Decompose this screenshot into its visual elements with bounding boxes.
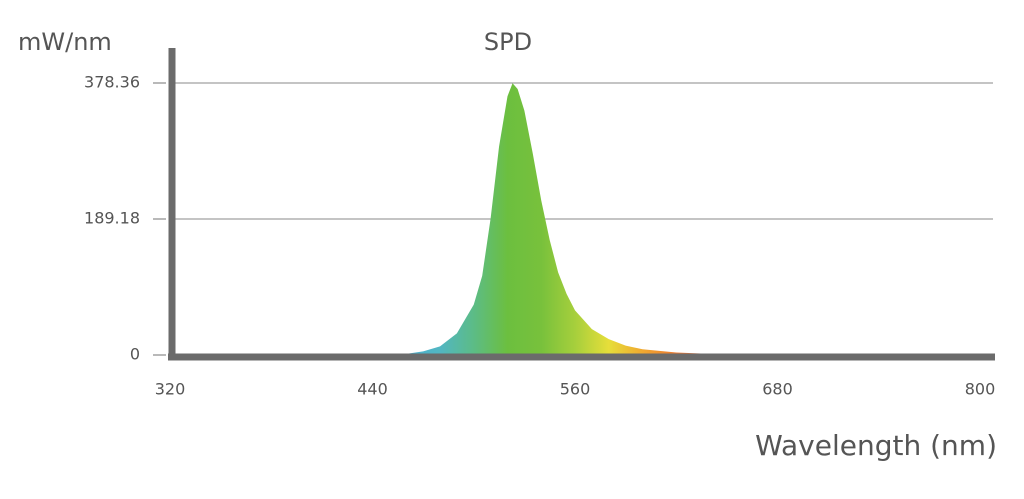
y-tick-label: 0	[130, 345, 140, 364]
x-tick-label: 320	[155, 380, 186, 399]
y-tick-label: 378.36	[84, 73, 140, 92]
x-tick-label: 800	[965, 380, 996, 399]
x-tick-label: 560	[560, 380, 591, 399]
spectrum-area	[372, 83, 812, 356]
x-tick-label: 440	[357, 380, 388, 399]
x-tick-label: 680	[762, 380, 793, 399]
y-tick-label: 189.18	[84, 209, 140, 228]
x-axis-label: Wavelength (nm)	[755, 429, 997, 462]
chart-title: SPD	[484, 28, 532, 56]
y-axis-label: mW/nm	[18, 28, 112, 56]
